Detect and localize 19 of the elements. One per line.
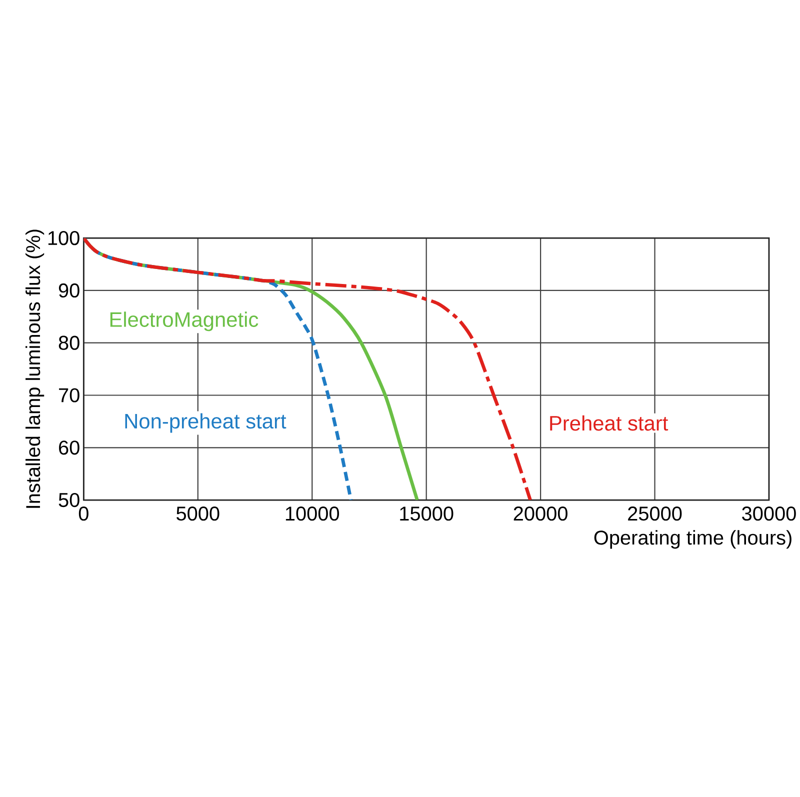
- x-tick-label: 15000: [400, 506, 454, 521]
- y-tick-label: 70: [59, 388, 80, 402]
- y-tick-label: 60: [59, 440, 80, 455]
- y-tick-label: 90: [58, 283, 80, 298]
- x-tick-label: 30000: [742, 506, 796, 521]
- series-label: ElectroMagnetic: [110, 312, 258, 332]
- x-tick-label: 5000: [176, 506, 220, 521]
- text: Non-preheat start: [125, 413, 286, 433]
- y-tick-label: 80: [58, 336, 80, 350]
- line-series: [84, 238, 532, 500]
- x-tick-label: 0: [78, 506, 88, 521]
- x-axis-title: Operating time (hours): [594, 530, 792, 549]
- x-tick-label: 10000: [286, 506, 340, 521]
- y-axis-title: Installed lamp luminous flux (%): [26, 230, 44, 508]
- x-tick-label: 20000: [514, 506, 568, 521]
- series-label: Preheat start: [550, 415, 668, 431]
- x-tick-label: 25000: [628, 506, 682, 521]
- y-tick-label: 100: [48, 231, 80, 246]
- y-tick-label: 50: [58, 493, 80, 508]
